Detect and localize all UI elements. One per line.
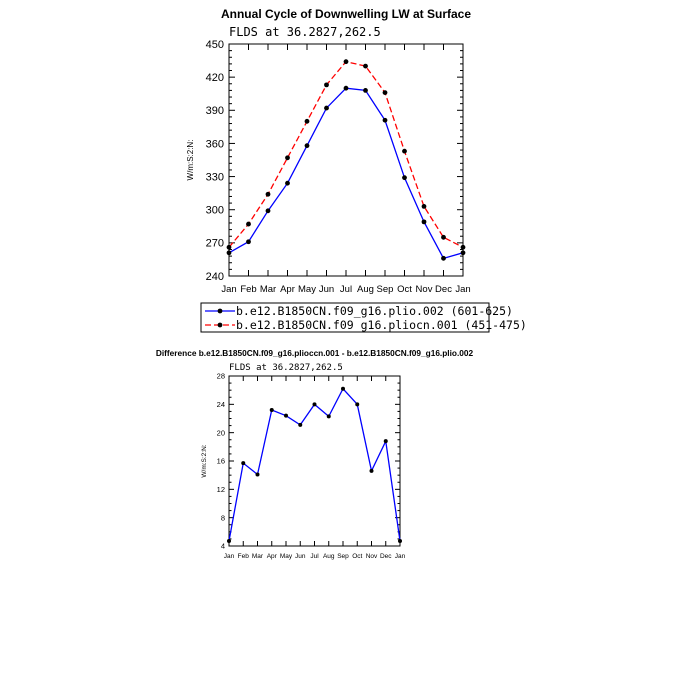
chart1-series-1-point xyxy=(441,255,446,261)
chart1-y-tick-label: 240 xyxy=(206,271,224,283)
chart1-series-1-point xyxy=(343,85,349,91)
chart1-series-2-point xyxy=(343,59,349,65)
chart1-series-1-line xyxy=(228,87,464,260)
chart1-y-tick-label: 270 xyxy=(206,238,224,250)
chart1-x-tick-label: May xyxy=(298,284,316,295)
chart2-x-tick-label: Dec xyxy=(380,553,392,560)
chart2-y-tick-label: 24 xyxy=(217,400,225,409)
chart1-frame xyxy=(228,43,464,277)
chart1-x-tick-label: Apr xyxy=(280,284,295,295)
chart1-y-tick-label: 300 xyxy=(206,205,224,217)
chart1-series-1-point xyxy=(265,208,271,214)
chart1-x-tick-label: Jan xyxy=(455,284,470,295)
chart2-y-tick-label: 12 xyxy=(217,485,225,494)
chart1-series-1-point xyxy=(324,105,329,111)
chart1-series-2-point xyxy=(363,63,368,69)
chart1-series-1-point xyxy=(285,180,290,186)
chart2-y-tick-label: 16 xyxy=(217,457,225,466)
chart2-series-1-point xyxy=(241,461,246,466)
chart1-series-2-point xyxy=(304,118,310,124)
chart2-series-1-line xyxy=(228,387,401,542)
chart2-x-tick-label: May xyxy=(280,553,293,560)
chart2-series-1-point xyxy=(341,386,345,391)
chart1-series-1-point xyxy=(382,117,388,123)
chart1-series-2-point xyxy=(285,155,290,161)
chart1-y-axis-label: W/m:S:2:N: xyxy=(186,140,195,181)
chart1-legend-marker-2 xyxy=(217,322,223,328)
chart2-y-tick-label: 4 xyxy=(221,542,225,551)
chart2-series-1-point xyxy=(284,413,288,418)
chart1-legend-label-1: b.e12.B1850CN.f09_g16.plio.002 (601-625) xyxy=(236,304,513,318)
chart2-x-tick-label: Jun xyxy=(295,553,306,560)
chart1-x-tick-label: Jun xyxy=(319,284,334,295)
chart1-legend-label-2: b.e12.B1850CN.f09_g16.pliocn.001 (451-47… xyxy=(236,318,527,332)
chart2-x-tick-label: Nov xyxy=(366,553,378,560)
chart1-subtitle: FLDS at 36.2827,262.5 xyxy=(229,25,381,39)
chart1-series-2-point xyxy=(421,204,427,209)
chart2-series-1-point xyxy=(355,402,360,407)
chart2-x-tick-label: Mar xyxy=(252,553,264,560)
chart1-x-tick-label: Sep xyxy=(377,284,394,295)
chart1-x-tick-label: Oct xyxy=(397,284,412,295)
chart1-series-1-point xyxy=(460,250,466,256)
chart1-y-tick-label: 420 xyxy=(206,72,224,84)
chart1-series-2-point xyxy=(265,191,271,197)
chart1-series-1-point xyxy=(226,250,232,256)
chart1-series-2-point xyxy=(402,148,407,154)
chart2-series-1-point xyxy=(398,539,402,544)
chart1-series-2-point xyxy=(324,82,329,88)
chart1-x-tick-label: Jul xyxy=(340,284,352,295)
chart1-x-tick-label: Nov xyxy=(416,284,433,295)
chart2-y-tick-label: 28 xyxy=(217,372,225,381)
chart2-x-tick-label: Sep xyxy=(337,553,349,560)
chart1-x-tick-label: Mar xyxy=(260,284,276,295)
chart1-legend-box xyxy=(200,302,490,333)
chart1-series-1-point xyxy=(246,239,251,245)
chart2-y-tick-label: 8 xyxy=(221,513,225,522)
chart2-frame xyxy=(228,375,401,547)
chart2-series-1-point xyxy=(383,439,388,444)
chart1-y-tick-label: 450 xyxy=(206,39,224,51)
chart1-series-1-point xyxy=(402,175,407,181)
chart2-x-tick-label: Feb xyxy=(238,553,250,560)
chart2-y-axis-label: W/m:S:2:N: xyxy=(201,444,208,477)
chart1-x-tick-label: Aug xyxy=(357,284,374,295)
chart1-x-tick-label: Jan xyxy=(221,284,236,295)
chart1-y-tick-label: 330 xyxy=(206,171,224,183)
chart2-x-tick-label: Jan xyxy=(395,553,406,560)
chart1-series-2-point xyxy=(226,244,232,250)
chart1-y-tick-label: 360 xyxy=(206,138,224,150)
chart1-title: Annual Cycle of Downwelling LW at Surfac… xyxy=(221,7,471,21)
chart2-x-tick-label: Jan xyxy=(224,553,235,560)
chart1-series-1-point xyxy=(421,219,427,225)
chart2-x-tick-label: Apr xyxy=(267,553,278,560)
chart2-title: Difference b.e12.B1850CN.f09_g16.plioccn… xyxy=(156,348,474,358)
chart2-series-1-point xyxy=(369,468,374,473)
chart2-series-1-point xyxy=(312,402,317,407)
chart1-series-2-point xyxy=(246,221,251,227)
chart1-series-2-point xyxy=(382,90,388,96)
chart1-y-tick-label: 390 xyxy=(206,105,224,117)
chart1-x-tick-label: Feb xyxy=(240,284,256,295)
chart2-series-1-point xyxy=(227,539,231,544)
chart2-series-1-point xyxy=(269,408,274,412)
chart2-series-1-point xyxy=(298,422,303,427)
chart1-series-2-point xyxy=(460,244,466,250)
chart2-x-tick-label: Oct xyxy=(352,553,362,560)
chart1-legend-marker-1 xyxy=(217,308,223,314)
chart1-series-1-point xyxy=(304,143,310,149)
chart2-y-tick-label: 20 xyxy=(217,428,225,437)
chart1-series-1-point xyxy=(363,88,368,93)
chart2-series-1-point xyxy=(326,414,331,419)
chart2-x-tick-label: Aug xyxy=(323,553,335,560)
chart2-series-1-point xyxy=(255,472,260,477)
chart2-subtitle: FLDS at 36.2827,262.5 xyxy=(229,363,343,373)
chart2-x-tick-label: Jul xyxy=(310,553,319,560)
chart1-series-2-point xyxy=(441,234,446,240)
chart1-x-tick-label: Dec xyxy=(435,284,452,295)
